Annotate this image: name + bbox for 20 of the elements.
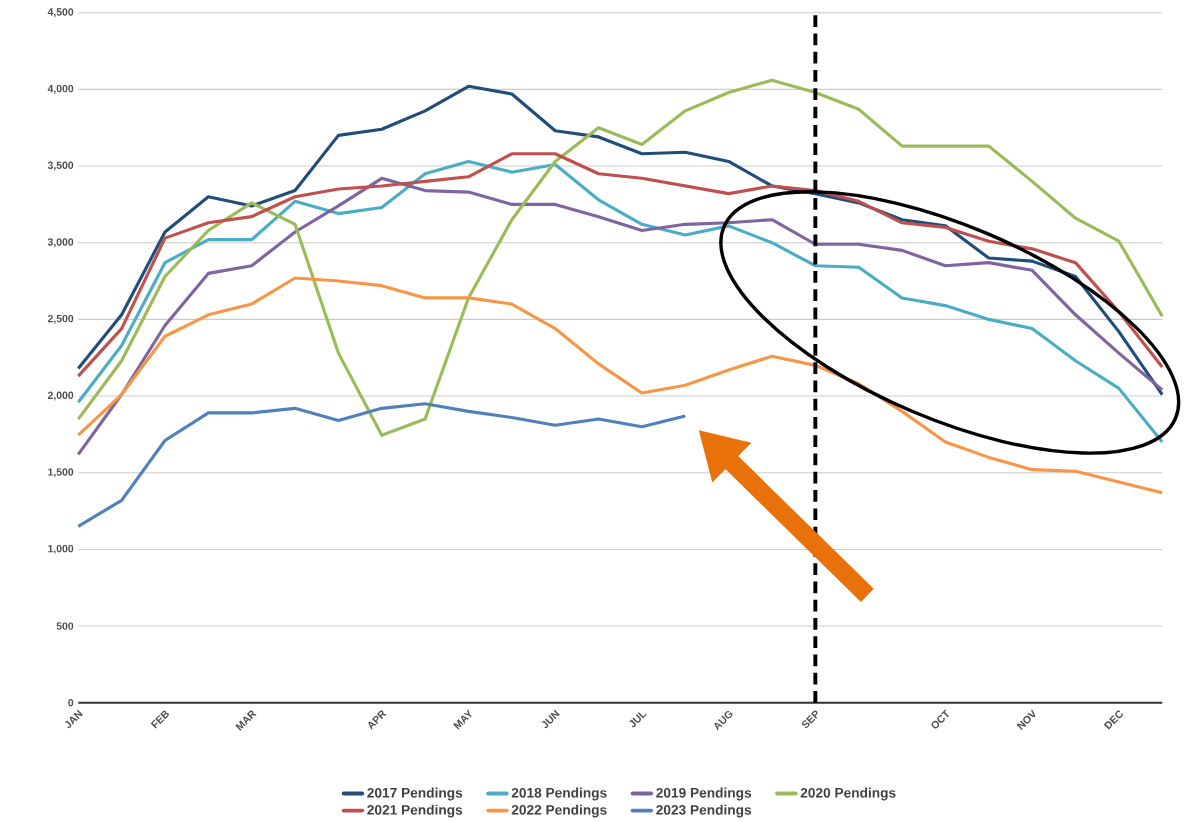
legend-label: 2023 Pendings xyxy=(656,804,752,818)
y-tick-label: 4,500 xyxy=(47,8,74,18)
line-series xyxy=(76,276,1164,495)
legend-label: 2019 Pendings xyxy=(656,787,752,801)
y-tick-label: 4,000 xyxy=(47,85,74,94)
y-tick-label: 3,000 xyxy=(47,238,74,248)
legend-label: 2021 Pendings xyxy=(367,804,463,818)
legend-label: 2022 Pendings xyxy=(511,804,607,818)
y-tick-label: 2,000 xyxy=(47,391,74,401)
y-tick-label: 3,500 xyxy=(47,161,74,171)
legend-label: 2017 Pendings xyxy=(367,787,463,801)
y-tick-label: 2,500 xyxy=(47,315,74,324)
line-series xyxy=(76,402,687,529)
y-tick-label: 1,000 xyxy=(48,545,74,554)
y-tick-label: 0 xyxy=(68,699,74,707)
y-tick-label: 500 xyxy=(56,622,74,630)
x-tick-label: JUL xyxy=(629,712,647,728)
y-tick-label: 1,500 xyxy=(48,468,74,478)
legend-label: 2018 Pendings xyxy=(511,787,607,801)
legend-label: 2020 Pendings xyxy=(800,787,896,801)
